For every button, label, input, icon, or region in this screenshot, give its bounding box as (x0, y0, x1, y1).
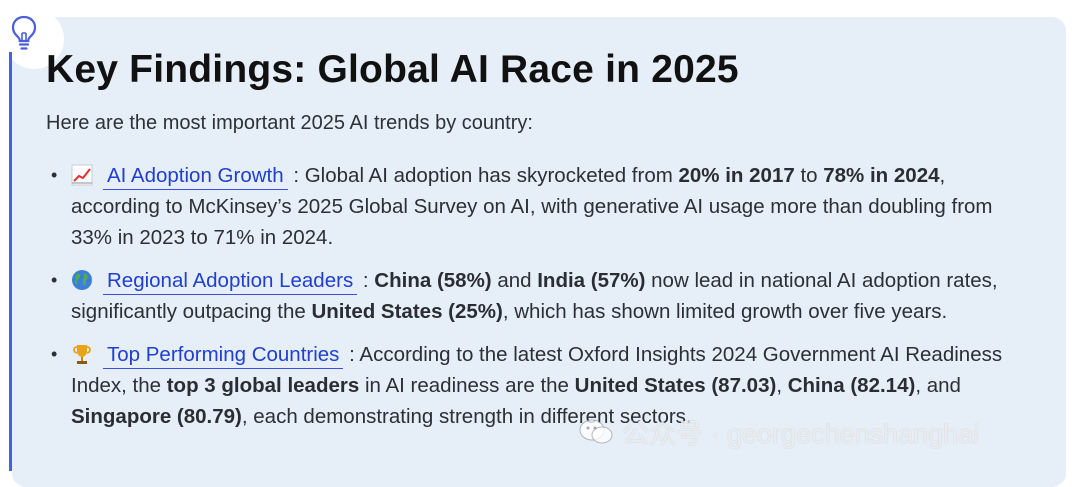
list-item: • Top Performing Countries : According t… (51, 339, 1031, 432)
emphasis: 78% in 2024 (823, 164, 940, 187)
item-text: to (794, 164, 824, 187)
item-text: and (491, 269, 538, 292)
separator: : (357, 269, 375, 292)
item-text: in AI readiness are the (359, 374, 575, 397)
bullet: • (51, 344, 58, 364)
list-item: • Regional Adoption Leaders : China (58%… (51, 265, 1031, 327)
item-text: , and (915, 374, 961, 397)
link-top-performing-countries[interactable]: Top Performing Countries (103, 343, 344, 369)
bulb-badge (4, 9, 64, 69)
separator: : (287, 164, 305, 187)
lightbulb-icon (11, 15, 37, 50)
item-text: now lead in national AI adoption rates, … (71, 269, 998, 323)
bullet: • (51, 165, 58, 185)
emphasis: 20% in 2017 (678, 164, 795, 187)
accent-bar (9, 52, 12, 471)
intro-text: Here are the most important 2025 AI tren… (46, 112, 533, 134)
emphasis: India (57%) (537, 269, 646, 292)
page-title: Key Findings: Global AI Race in 2025 (46, 48, 739, 91)
link-ai-adoption-growth[interactable]: AI Adoption Growth (103, 164, 288, 190)
chart-increasing-icon (71, 160, 95, 191)
emphasis: top 3 global leaders (166, 374, 360, 397)
separator: : (343, 343, 360, 366)
emphasis: United States (25%) (311, 300, 503, 323)
bullet: • (51, 270, 58, 290)
findings-list: • AI Adoption Growth : Global AI adoptio… (51, 160, 1031, 444)
emphasis: United States (87.03) (574, 374, 777, 397)
list-item: • AI Adoption Growth : Global AI adoptio… (51, 160, 1031, 253)
emphasis: China (82.14) (787, 374, 916, 397)
emphasis: China (58%) (374, 269, 492, 292)
item-text: , (776, 374, 788, 397)
emphasis: Singapore (80.79) (71, 405, 242, 428)
item-text: , according to McKinsey’s 2025 Global Su… (71, 164, 993, 249)
item-text: Global AI adoption has skyrocketed from (304, 164, 679, 187)
item-text: According to the latest Oxford Insights … (71, 343, 1003, 397)
trophy-icon (71, 339, 95, 370)
globe-icon (71, 265, 95, 296)
item-text: , each demonstrating strength in differe… (241, 405, 692, 428)
item-text: , which has shown limited growth over fi… (502, 300, 948, 323)
link-regional-adoption-leaders[interactable]: Regional Adoption Leaders (103, 269, 358, 295)
findings-card (4, 9, 1066, 487)
